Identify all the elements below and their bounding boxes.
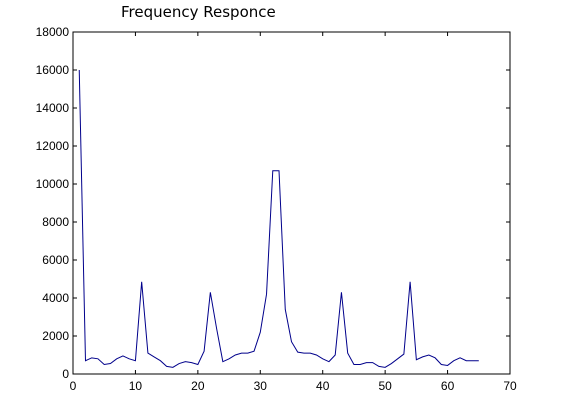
x-tick-label: 70 <box>503 379 517 393</box>
y-tick-label: 16000 <box>36 63 70 77</box>
x-tick-label: 0 <box>70 379 77 393</box>
x-tick-label: 10 <box>129 379 143 393</box>
y-tick-label: 6000 <box>42 253 69 267</box>
chart-title: Frequency Responce <box>121 3 276 21</box>
y-tick-label: 10000 <box>36 177 70 191</box>
x-tick-label: 30 <box>254 379 268 393</box>
x-axis: 0 10 20 30 40 50 60 70 <box>70 32 517 393</box>
x-tick-label: 60 <box>441 379 455 393</box>
y-tick-label: 4000 <box>42 291 69 305</box>
y-tick-label: 2000 <box>42 329 69 343</box>
y-tick-label: 18000 <box>36 25 70 39</box>
y-tick-label: 12000 <box>36 139 70 153</box>
x-tick-label: 20 <box>191 379 205 393</box>
x-tick-label: 40 <box>316 379 330 393</box>
y-tick-label: 0 <box>62 367 69 381</box>
y-tick-label: 14000 <box>36 101 70 115</box>
plot-area <box>72 31 511 375</box>
y-tick-label: 8000 <box>42 215 69 229</box>
x-tick-label: 50 <box>378 379 392 393</box>
series-line <box>78 69 479 368</box>
y-axis: 0 2000 4000 6000 8000 10000 12000 14000 16000 180… <box>36 25 510 381</box>
